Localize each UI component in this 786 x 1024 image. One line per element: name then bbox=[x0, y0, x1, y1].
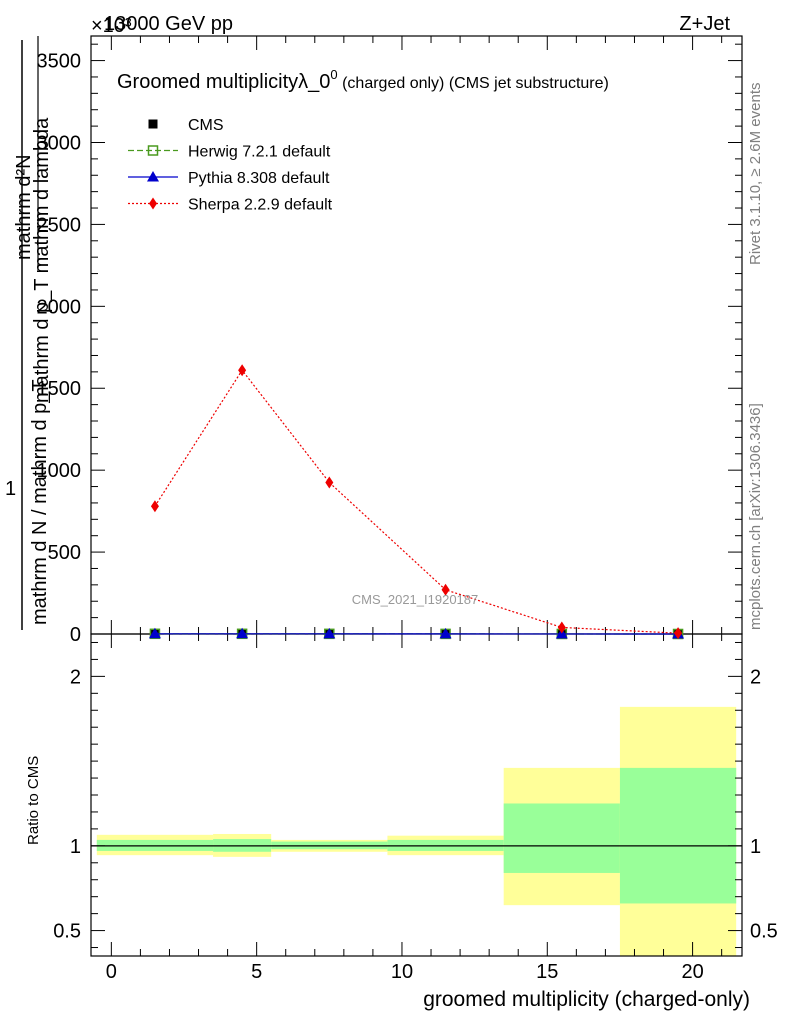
main-y-axis-title: mathrm d²N mathrm d p_T mathrm d lambda … bbox=[5, 36, 53, 630]
x-tick-label: 15 bbox=[536, 961, 558, 983]
main-y-tick-label: 0 bbox=[70, 624, 81, 646]
legend-label-0: CMS bbox=[188, 117, 224, 134]
legend-marker-1 bbox=[147, 145, 159, 156]
data-point-3-2 bbox=[325, 476, 334, 489]
y-title-one: 1 bbox=[5, 478, 16, 500]
energy-label: 13000 GeV pp bbox=[104, 13, 233, 35]
x-tick-label: 10 bbox=[391, 961, 413, 983]
y-title-line1: mathrm d²N bbox=[13, 154, 35, 260]
main-y-tick-label: 2000 bbox=[37, 296, 82, 318]
legend-marker-3 bbox=[149, 197, 157, 210]
data-point-2-2 bbox=[323, 627, 336, 639]
x-tick-label: 0 bbox=[106, 961, 117, 983]
data-point-3-4 bbox=[557, 621, 566, 634]
ratio-stat-band-4 bbox=[503, 803, 620, 873]
legend: CMS Herwig 7.2.1 default Pythia 8.308 defa… bbox=[128, 117, 333, 214]
legend-marker-0 bbox=[148, 119, 158, 129]
ratio-y-tick-label: 0.5 bbox=[53, 921, 81, 943]
main-axes: 0 500 1000 1500 2000 2500 3000 3500 bbox=[37, 35, 743, 646]
data-point-3-5 bbox=[674, 627, 683, 640]
plot-title-suffix: (charged only) (CMS jet substructure) bbox=[338, 75, 609, 92]
data-point-2-1 bbox=[236, 627, 249, 639]
main-y-tick-label: 1500 bbox=[37, 378, 82, 400]
data-point-2-3 bbox=[439, 627, 452, 639]
ratio-y-axis-title: Ratio to CMS bbox=[25, 756, 42, 845]
plot-title-symbol: λ_0 bbox=[298, 71, 330, 93]
y-exponent-label: ×10³ bbox=[91, 15, 132, 37]
analysis-watermark: CMS_2021_I1920187 bbox=[352, 592, 479, 607]
data-point-3-1 bbox=[238, 364, 247, 377]
data-point-2-0 bbox=[148, 627, 161, 639]
rivet-version-label: Rivet 3.1.10, ≥ 2.6M events bbox=[747, 83, 764, 266]
mcplots-label: mcplots.cern.ch [arXiv:1306.3436] bbox=[747, 403, 764, 630]
x-tick-label: 20 bbox=[681, 961, 703, 983]
main-y-tick-label: 3000 bbox=[37, 132, 82, 154]
main-y-tick-label: 1000 bbox=[37, 460, 82, 482]
main-y-tick-label: 2500 bbox=[37, 214, 82, 236]
main-series bbox=[148, 364, 685, 640]
ratio-y-tick-label: 2 bbox=[70, 666, 81, 688]
plot-title-main: Groomed multiplicity bbox=[117, 71, 298, 93]
ratio-y-tick-label-right: 1 bbox=[750, 836, 761, 858]
main-y-tick-label: 3500 bbox=[37, 51, 82, 73]
data-point-3-3 bbox=[441, 583, 450, 596]
plot-title: Groomed multiplicityλ_00 (charged only) … bbox=[117, 67, 609, 93]
main-y-tick-label: 500 bbox=[48, 542, 81, 564]
legend-marker-2 bbox=[147, 171, 159, 182]
legend-label-2: Pythia 8.308 default bbox=[188, 170, 330, 187]
y-title-line3: mathrm d N / mathrm d p_T bbox=[29, 379, 51, 625]
ratio-y-tick-label-right: 0.5 bbox=[750, 921, 778, 943]
x-axis-title: groomed multiplicity (charged-only) bbox=[423, 988, 750, 1011]
ratio-stat-band-5 bbox=[619, 767, 737, 904]
x-tick-label: 5 bbox=[251, 961, 262, 983]
ratio-y-tick-label-right: 2 bbox=[750, 666, 761, 688]
y-title-line2: mathrm d p_T mathrm d lambda bbox=[31, 117, 53, 403]
plot-title-sup: 0 bbox=[330, 67, 337, 82]
process-label: Z+Jet bbox=[679, 13, 730, 35]
ratio-y-tick-label: 1 bbox=[70, 836, 81, 858]
data-point-3-0 bbox=[150, 500, 159, 513]
legend-label-1: Herwig 7.2.1 default bbox=[188, 144, 331, 161]
ratio-uncertainty-bands bbox=[91, 706, 742, 956]
legend-label-3: Sherpa 2.2.9 default bbox=[188, 197, 333, 214]
